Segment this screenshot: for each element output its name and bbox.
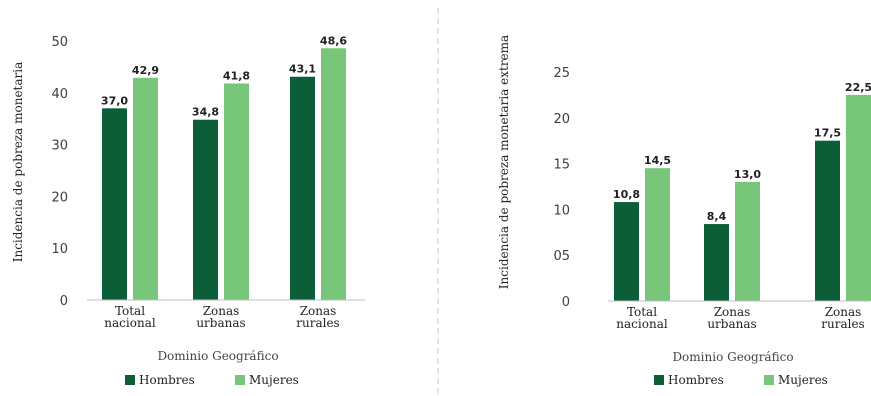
- y-tick-label: 20: [553, 112, 570, 127]
- legend-label-hombres: Hombres: [668, 373, 724, 387]
- data-label: 37,0: [101, 94, 128, 107]
- data-label: 17,5: [814, 127, 841, 140]
- bar-hombres: [290, 76, 315, 300]
- bar-mujeres: [224, 83, 249, 300]
- bar-mujeres: [645, 168, 670, 301]
- category-label: Zonas: [714, 305, 751, 319]
- data-label: 42,9: [132, 64, 159, 77]
- y-tick-label: 15: [553, 158, 570, 173]
- poverty-chart: 0 10 20 30 40 50 Incidencia de pobreza monetar…: [11, 34, 365, 387]
- x-axis-title: Dominio Geográfico: [672, 350, 793, 364]
- data-label: 13,0: [734, 168, 761, 181]
- data-label: 10,8: [613, 188, 640, 201]
- category-label: Zonas: [825, 305, 862, 319]
- y-tick-label: 30: [51, 139, 68, 154]
- y-tick-label: 25: [553, 66, 570, 81]
- y-axis-title: Incidencia de pobreza monetaria extrema: [497, 35, 511, 289]
- y-tick-label: 10: [51, 242, 68, 257]
- category-label: rurales: [821, 317, 864, 331]
- legend-label-mujeres: Mujeres: [778, 373, 828, 387]
- category-label: nacional: [104, 316, 156, 330]
- data-label: 22,5: [845, 81, 871, 94]
- bar-hombres: [102, 108, 127, 300]
- y-tick-label: 10: [553, 203, 570, 218]
- y-tick-label: 50: [51, 35, 68, 50]
- category-label: Zonas: [300, 304, 337, 318]
- y-tick-label: 20: [51, 190, 68, 205]
- bar-mujeres: [133, 77, 158, 300]
- bar-mujeres: [735, 181, 760, 301]
- category-label: urbanas: [196, 316, 245, 330]
- y-tick-label: 40: [51, 87, 68, 102]
- category-label: Total: [627, 305, 657, 319]
- category-label: urbanas: [707, 317, 756, 331]
- bar-hombres: [704, 224, 729, 301]
- category-label: Zonas: [203, 304, 240, 318]
- bar-mujeres: [321, 48, 346, 300]
- bar-hombres: [193, 119, 218, 301]
- category-label: rurales: [296, 316, 339, 330]
- bar-hombres: [614, 202, 639, 301]
- data-label: 8,4: [707, 210, 727, 223]
- y-axis-title: Incidencia de pobreza monetaria: [11, 62, 25, 263]
- legend-swatch-hombres: [125, 375, 135, 385]
- y-tick-label: 0: [562, 295, 570, 310]
- legend-swatch-hombres: [654, 375, 664, 385]
- extreme-poverty-chart: 0 05 10 15 20 25 Incidencia de pobreza monetar…: [497, 35, 871, 387]
- legend-swatch-mujeres: [764, 375, 774, 385]
- y-tick-label: 05: [553, 249, 570, 264]
- data-label: 34,8: [192, 106, 219, 119]
- category-label: Total: [115, 304, 145, 318]
- legend-label-mujeres: Mujeres: [249, 373, 299, 387]
- category-label: nacional: [616, 317, 668, 331]
- data-label: 41,8: [223, 69, 250, 82]
- x-axis-title: Dominio Geográfico: [157, 349, 278, 363]
- bar-mujeres: [846, 94, 871, 302]
- legend-swatch-mujeres: [235, 375, 245, 385]
- data-label: 43,1: [289, 63, 316, 76]
- data-label: 48,6: [320, 34, 347, 47]
- data-label: 14,5: [644, 154, 671, 167]
- legend-label-hombres: Hombres: [139, 373, 195, 387]
- bar-hombres: [815, 140, 840, 301]
- y-tick-label: 0: [60, 294, 68, 309]
